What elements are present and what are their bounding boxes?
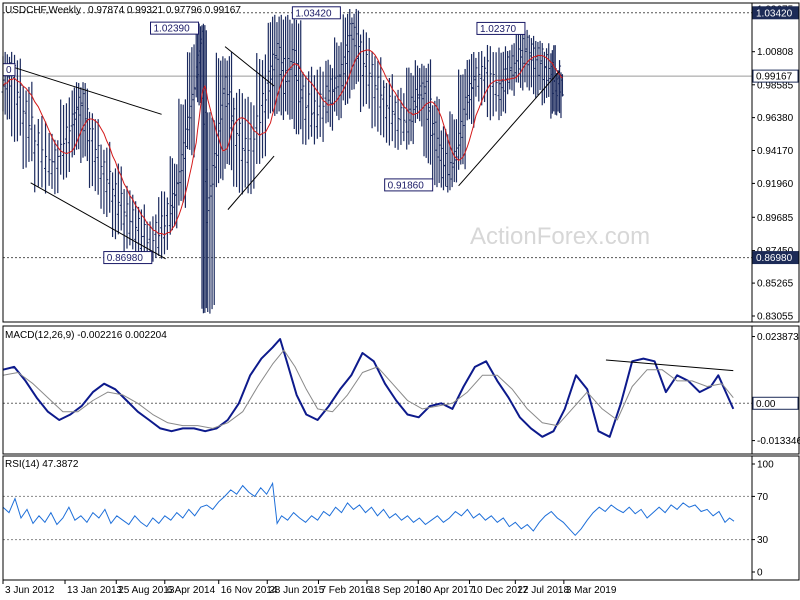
trendline <box>227 155 275 210</box>
price-ytick-label: 0.85265 <box>757 279 794 290</box>
xtick-label: 10 Dec 2017 <box>471 585 528 596</box>
price-ytick-label: 0.98585 <box>757 80 794 91</box>
rsi-ytick-label: 0 <box>757 568 763 579</box>
macd-header: MACD(12,26,9) -0.002216 0.002204 <box>5 330 167 341</box>
macd-line <box>2 338 735 438</box>
rsi-ytick-label: 70 <box>757 492 769 503</box>
rsi-ytick-label: 30 <box>757 535 769 546</box>
xtick-label: 25 Aug 2013 <box>118 585 175 596</box>
macd-signal-line <box>2 349 734 429</box>
xtick-label: 30 Apr 2017 <box>420 585 474 596</box>
level-label: 0.99167 <box>756 72 793 83</box>
price-annotation-box <box>476 21 526 35</box>
macd-panel <box>2 338 752 438</box>
xtick-label: 28 Jun 2015 <box>269 585 324 596</box>
rsi-axis-frame <box>751 455 800 581</box>
price-ytick-label: 1.00808 <box>757 47 794 58</box>
price-panel: 1.02390 1.03420 1.02370 0.91860 0.86980 0 <box>1 6 752 314</box>
trendline <box>458 70 560 187</box>
xtick-label: 18 Sep 2016 <box>369 585 426 596</box>
rsi-ytick-label: 100 <box>757 460 774 471</box>
price-annotation-box <box>150 21 200 35</box>
price-header-ohlc: 0.97874 0.99321 0.97796 0.99167 <box>88 5 241 16</box>
xtick-label: 13 Jan 2013 <box>67 585 122 596</box>
rsi-panel <box>2 481 752 541</box>
price-ytick-label: 0.96380 <box>757 113 794 124</box>
trendline <box>30 182 166 260</box>
xtick-label: 3 Jun 2012 <box>5 585 55 596</box>
macd-ytick-label: 0.023873 <box>757 332 799 343</box>
price-annotation-box <box>103 251 153 265</box>
price-annotation-label: 1.03420 <box>295 8 332 19</box>
macd-trendline <box>605 359 734 372</box>
price-header-symbol: USDCHF,Weekly <box>5 5 81 16</box>
macd-ytick-label: -0.013346 <box>757 436 800 447</box>
level-label-box <box>752 6 799 20</box>
rsi-header: RSI(14) 47.3872 <box>5 459 79 470</box>
price-annotation-label: 0.91860 <box>388 180 425 191</box>
trendline <box>11 66 162 115</box>
macd-value-label: 0.00 <box>756 399 776 410</box>
trendline <box>224 46 275 87</box>
level-label-box <box>752 69 799 83</box>
xtick-label: 22 Jul 2018 <box>517 585 569 596</box>
watermark: ActionForex.com <box>470 223 650 250</box>
level-label: 0.86980 <box>756 253 793 264</box>
moving-average-line <box>2 49 563 236</box>
price-annotation-box <box>291 6 341 20</box>
price-ytick-label: 0.89685 <box>757 213 794 224</box>
rsi-line <box>2 481 735 537</box>
macd-axis-frame <box>751 325 800 455</box>
price-annotation-label: 0.86980 <box>107 253 144 264</box>
xtick-label: 6 Apr 2014 <box>167 585 216 596</box>
price-ytick-label: 0.94170 <box>757 146 794 157</box>
macd-value-box <box>752 396 799 410</box>
xtick-label: 16 Nov 2014 <box>221 585 278 596</box>
axis-layer: 1.036751.008080.985850.963800.941700.919… <box>2 5 800 596</box>
panel-frames <box>2 2 800 581</box>
level-label-box <box>752 251 799 265</box>
price-annotation-label: 1.02390 <box>154 24 191 35</box>
price-ytick-label: 0.83055 <box>757 312 794 323</box>
price-ytick-label: 0.91960 <box>757 179 794 190</box>
price-annotation-label: 0 <box>6 65 12 76</box>
xtick-label: 3 Mar 2019 <box>566 585 617 596</box>
price-annotation-box <box>384 178 434 192</box>
xtick-label: 7 Feb 2016 <box>320 585 371 596</box>
price-annotation-label: 1.02370 <box>480 24 517 35</box>
level-label: 1.03420 <box>756 8 793 19</box>
price-axis-frame <box>751 2 800 323</box>
